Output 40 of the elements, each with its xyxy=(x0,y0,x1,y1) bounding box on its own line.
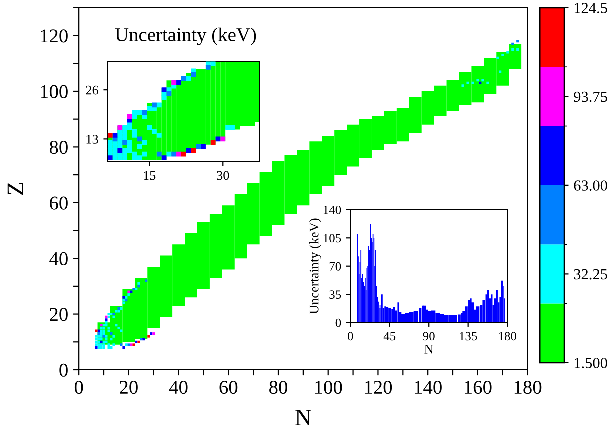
y-tick-label: 35 xyxy=(330,290,342,300)
annotation: Uncertainty (keV) xyxy=(115,28,256,46)
y-tick-label: 120 xyxy=(41,30,68,43)
x-axis-title: N xyxy=(296,410,312,426)
x-tick-label: 160 xyxy=(465,380,492,394)
y-tick-label: 0 xyxy=(60,364,68,377)
x-tick-label: 180 xyxy=(514,380,542,394)
y-tick-label: 70 xyxy=(330,262,342,271)
y-tick-label: 140 xyxy=(324,206,342,214)
x-tick-label: 15 xyxy=(144,171,156,180)
color-bar-label: 1.500 xyxy=(574,358,608,368)
y-tick-label: 60 xyxy=(50,196,68,210)
y-axis-title: Z xyxy=(8,183,24,196)
x-tick-label: 120 xyxy=(365,380,392,394)
x-axis-title: N xyxy=(424,345,434,354)
y-tick-label: 40 xyxy=(50,252,68,266)
x-tick-label: 0 xyxy=(348,332,354,341)
x-tick-label: 45 xyxy=(384,332,396,341)
y-tick-label: 13 xyxy=(86,135,98,144)
y-tick-label: 105 xyxy=(324,234,342,243)
x-tick-label: 40 xyxy=(169,380,188,394)
x-tick-label: 90 xyxy=(423,332,435,341)
color-bar-label: 124.5 xyxy=(574,3,608,14)
y-axis-title: Uncertainty (keV) xyxy=(309,218,322,314)
x-tick-label: 20 xyxy=(120,380,138,394)
color-bar-label: 32.25 xyxy=(574,269,608,280)
x-tick-label: 60 xyxy=(220,380,238,394)
x-tick-label: 135 xyxy=(460,332,478,341)
y-tick-label: 80 xyxy=(50,141,68,154)
x-tick-label: 30 xyxy=(217,171,230,180)
x-tick-label: 80 xyxy=(270,380,288,394)
y-tick-label: 0 xyxy=(336,318,342,328)
color-bar-label: 63.00 xyxy=(574,180,608,191)
y-tick-label: 100 xyxy=(41,85,68,98)
x-tick-label: 140 xyxy=(415,380,442,394)
color-bar-label: 93.75 xyxy=(574,92,608,102)
y-tick-label: 26 xyxy=(86,86,98,95)
x-tick-label: 0 xyxy=(74,380,84,394)
y-tick-label: 20 xyxy=(50,308,68,322)
x-tick-label: 180 xyxy=(499,332,516,341)
